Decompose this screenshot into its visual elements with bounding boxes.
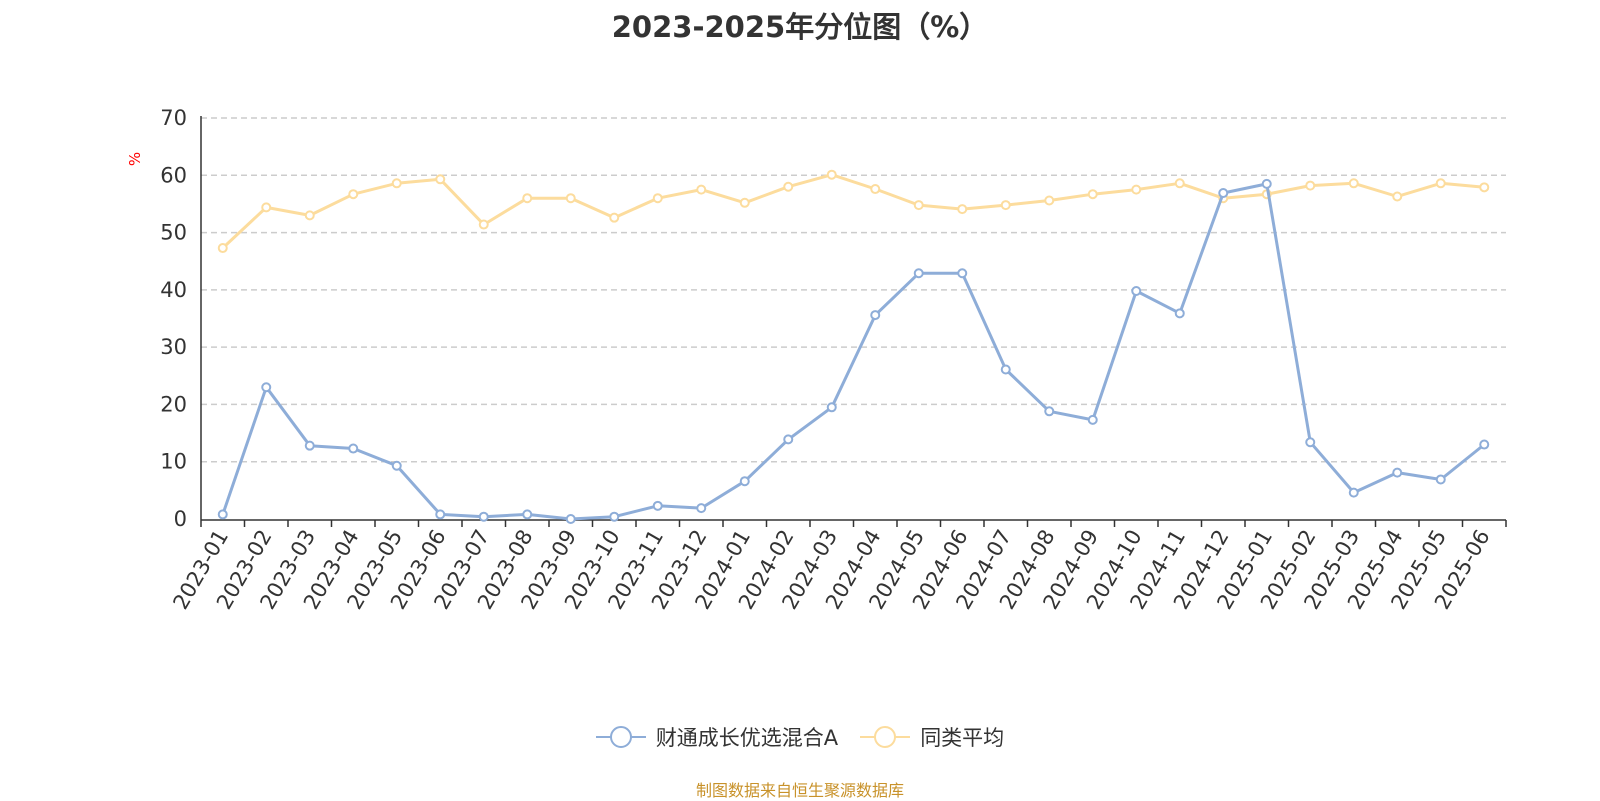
data-point-2-2025-02: [1305, 180, 1316, 191]
legend-marker-series-2: [860, 726, 911, 748]
data-point-2-2024-03: [826, 169, 837, 180]
data-point-1-2023-09: [565, 514, 576, 524]
axes: 0102030405060702023-012023-022023-032023…: [160, 106, 1507, 613]
chart-title: 2023-2025年分位图（%）: [611, 10, 989, 44]
series-1: [217, 178, 1490, 524]
legend-item-series-2[interactable]: 同类平均: [860, 722, 1004, 752]
data-point-1-2023-04: [348, 443, 359, 454]
data-point-1-2024-06: [957, 268, 968, 279]
legend-label-series-1: 财通成长优选混合A: [655, 726, 839, 750]
data-point-2-2023-08: [522, 193, 533, 204]
data-point-2-2023-07: [478, 219, 489, 230]
y-tick-label-50: 50: [160, 221, 187, 245]
data-point-2-2023-02: [261, 202, 272, 213]
grid-lines: [201, 117, 1506, 463]
data-point-2-2023-06: [435, 174, 446, 185]
data-point-1-2023-08: [522, 509, 533, 520]
data-point-2-2023-04: [348, 189, 359, 200]
data-point-1-2024-07: [1000, 364, 1011, 375]
series-line-1: [221, 182, 1486, 521]
data-point-2-2024-05: [913, 200, 924, 211]
data-point-2-2024-02: [783, 181, 794, 192]
data-point-2-2025-05: [1435, 178, 1446, 189]
data-point-1-2025-01: [1261, 178, 1272, 189]
data-point-1-2023-06: [435, 509, 446, 520]
data-point-2-2023-05: [391, 178, 402, 189]
data-point-1-2023-03: [304, 440, 315, 451]
data-point-2-2024-09: [1087, 189, 1098, 200]
data-point-2-2024-08: [1044, 195, 1055, 206]
data-point-1-2025-06: [1479, 439, 1490, 450]
legend: 财通成长优选混合A 同类平均: [0, 722, 1600, 752]
data-point-1-2024-12: [1218, 188, 1229, 199]
data-point-1-2024-10: [1131, 286, 1142, 297]
data-point-2-2023-01: [217, 243, 228, 254]
series-2: [217, 169, 1490, 254]
data-point-1-2025-04: [1392, 467, 1403, 478]
data-point-2-2024-04: [870, 184, 881, 195]
data-point-1-2023-01: [217, 509, 228, 520]
series-line-2: [221, 173, 1485, 250]
data-point-1-2024-05: [913, 268, 924, 279]
data-point-1-2023-10: [609, 511, 620, 522]
y-tick-label-60: 60: [160, 163, 187, 187]
legend-label-series-2: 同类平均: [920, 726, 1005, 750]
data-point-1-2024-01: [739, 476, 750, 487]
data-point-2-2024-07: [1000, 200, 1011, 211]
data-point-2-2023-10: [609, 212, 620, 223]
data-point-1-2024-04: [870, 310, 881, 321]
data-point-1-2024-02: [783, 434, 794, 445]
y-tick-label-70: 70: [160, 106, 187, 130]
y-tick-label-10: 10: [160, 450, 187, 474]
data-point-2-2023-12: [696, 184, 707, 195]
data-point-2-2024-11: [1174, 178, 1185, 189]
y-tick-label-40: 40: [160, 278, 187, 302]
data-point-1-2023-12: [696, 503, 707, 514]
data-point-2-2025-04: [1392, 191, 1403, 202]
source-note: 制图数据来自恒生聚源数据库: [695, 781, 904, 800]
data-point-1-2023-11: [652, 500, 663, 511]
data-point-1-2025-03: [1348, 487, 1359, 498]
data-point-2-2025-03: [1348, 178, 1359, 189]
data-point-2-2024-10: [1131, 184, 1142, 195]
line-chart: 0102030405060702023-012023-022023-032023…: [126, 106, 1507, 613]
data-point-2-2024-06: [957, 204, 968, 215]
data-point-1-2024-11: [1174, 308, 1185, 319]
data-point-1-2023-05: [391, 460, 402, 471]
legend-item-series-1[interactable]: 财通成长优选混合A: [595, 722, 839, 752]
y-axis-unit-label: %: [126, 152, 144, 166]
series-lines: [217, 169, 1490, 524]
data-point-1-2023-02: [261, 382, 272, 393]
data-point-1-2024-09: [1087, 414, 1098, 425]
data-point-2-2023-09: [565, 193, 576, 204]
data-point-1-2024-08: [1044, 406, 1055, 417]
data-point-2-2023-11: [652, 193, 663, 204]
legend-marker-series-1: [595, 726, 646, 748]
y-tick-label-30: 30: [160, 335, 187, 359]
data-point-2-2025-06: [1479, 182, 1490, 193]
data-point-2-2023-03: [304, 210, 315, 221]
data-point-1-2024-03: [826, 402, 837, 413]
y-tick-label-20: 20: [160, 392, 187, 416]
data-point-1-2025-05: [1435, 474, 1446, 485]
data-point-1-2023-07: [478, 511, 489, 522]
y-tick-label-0: 0: [174, 507, 187, 531]
data-point-2-2024-01: [739, 197, 750, 208]
data-point-1-2025-02: [1305, 437, 1316, 448]
